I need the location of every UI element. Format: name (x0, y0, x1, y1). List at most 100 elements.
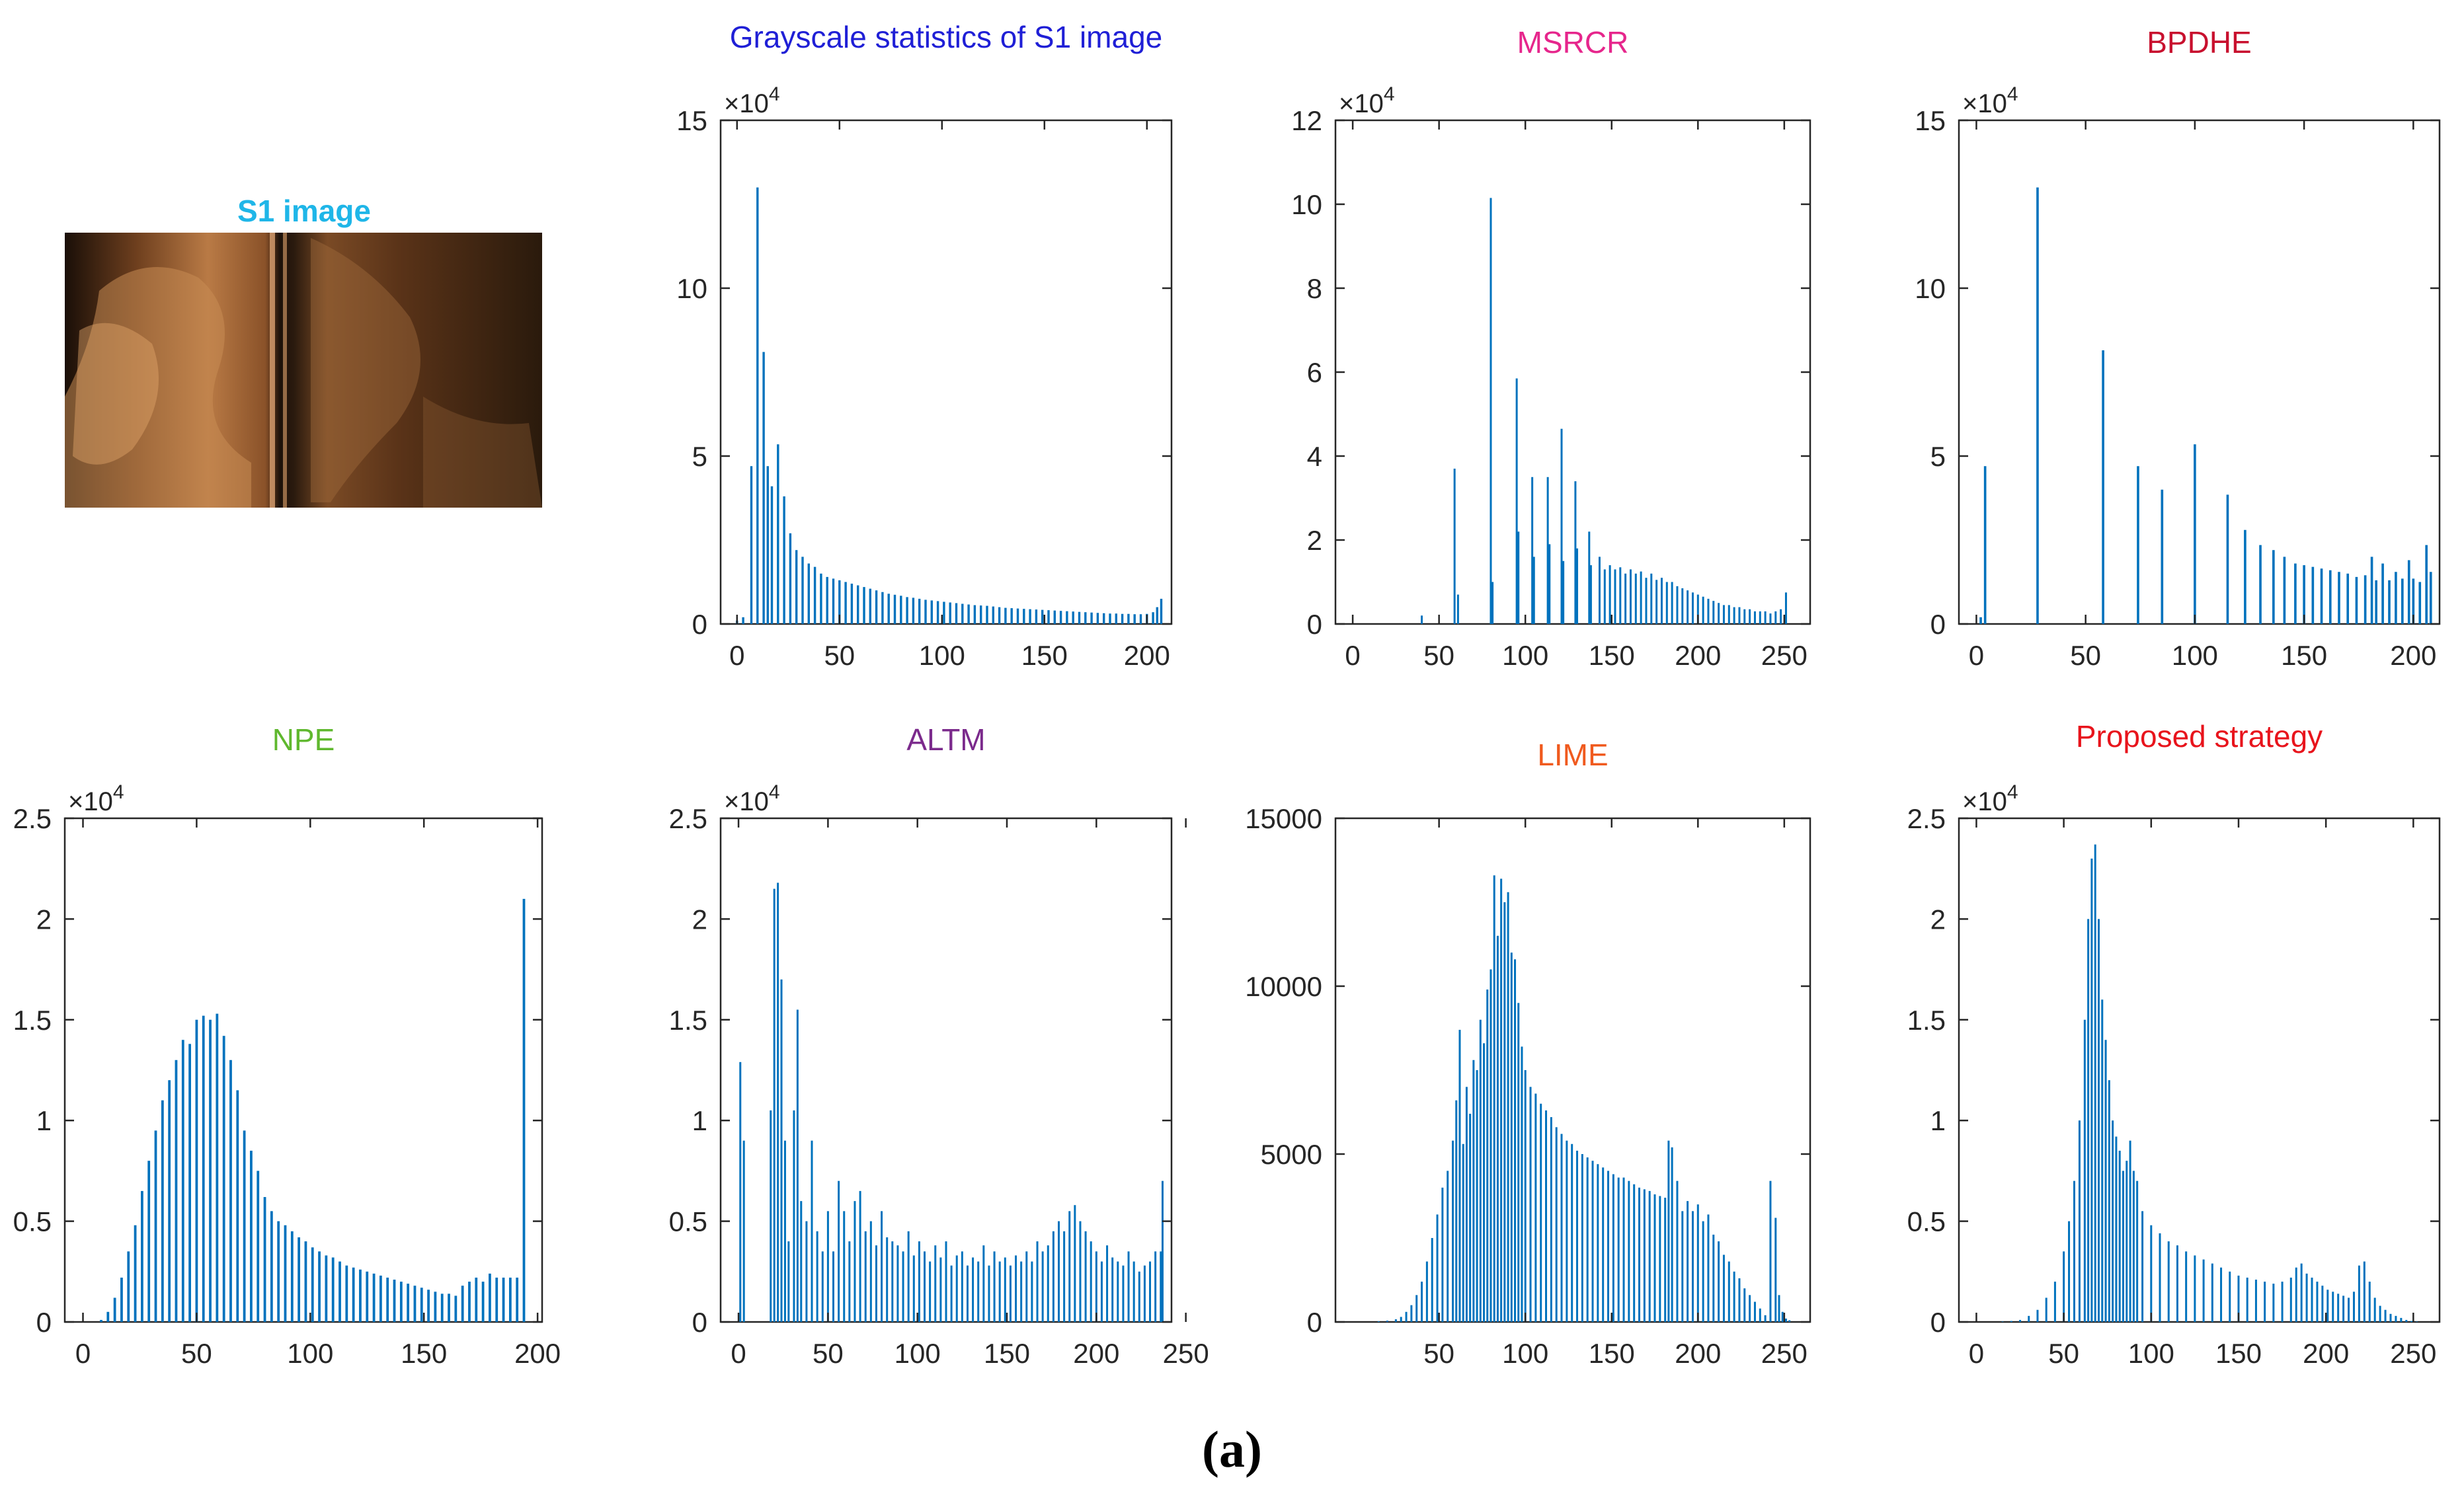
histogram-bar (277, 1221, 280, 1322)
histogram-bar (2272, 1284, 2275, 1322)
y-tick-label: 1 (36, 1105, 52, 1136)
histogram-bar (147, 1161, 151, 1322)
histogram-bar (1156, 607, 1159, 624)
histogram-bar (896, 1245, 899, 1322)
histogram-bar (844, 582, 847, 624)
histogram-bar (1483, 1043, 1486, 1322)
histogram-bar (1574, 481, 1577, 624)
histogram-bar (1149, 1261, 1152, 1322)
y-tick-label: 4 (1307, 441, 1322, 472)
histogram-bar (2185, 1251, 2188, 1322)
histogram-bar (881, 1211, 883, 1322)
histogram-bar (106, 1311, 110, 1322)
histogram-bar (998, 607, 1001, 624)
y-tick-label: 1.5 (13, 1005, 52, 1036)
histogram-bar (2326, 1290, 2329, 1322)
histogram-bar (2400, 1317, 2403, 1322)
histogram-bar (1090, 612, 1093, 624)
histogram-bar (881, 592, 884, 624)
histogram-bar (1415, 1295, 1418, 1322)
histogram-bar (489, 1273, 491, 1322)
histogram-bar (1462, 1143, 1464, 1322)
x-tick-label: 50 (813, 1338, 844, 1369)
histogram-bar (934, 1245, 937, 1322)
histogram-bar (864, 1231, 867, 1322)
histogram-bar (2416, 1321, 2418, 1322)
histogram-bar (1629, 569, 1632, 624)
histogram-bar (1394, 1319, 1397, 1322)
x-tick-label: 100 (2128, 1338, 2174, 1369)
histogram-bar (440, 1294, 444, 1322)
histogram-bar (1084, 612, 1087, 624)
histogram-bar (1127, 613, 1130, 624)
histogram-bar (1722, 605, 1725, 624)
y-exponent-label: ×104 (1339, 83, 1395, 118)
chart-lime: LIME 50 100 150 200 250 0 5000 10000 15000 (1245, 738, 1811, 1369)
histogram-bar (2401, 578, 2404, 624)
histogram-bar (2150, 1225, 2153, 1322)
histogram-bar (2395, 1315, 2397, 1322)
histogram-bar (434, 1292, 437, 1322)
histogram-bar (1738, 607, 1741, 624)
histogram-bar (188, 1044, 191, 1322)
histogram-bar (789, 533, 792, 624)
histogram-bar (807, 563, 811, 624)
histogram-bar (1712, 1234, 1715, 1322)
histogram-bar (2305, 1273, 2308, 1322)
histogram-bar (1764, 611, 1767, 624)
histogram-bar (2281, 1282, 2284, 1322)
y-tick-label: 2 (692, 904, 707, 935)
histogram-bar (811, 1140, 813, 1322)
histogram-bar (1521, 1046, 1523, 1322)
histogram-bar (1052, 1231, 1054, 1322)
s1-sonar-image (65, 233, 542, 508)
histogram-bar (998, 1261, 1001, 1322)
histogram-bar (1115, 613, 1118, 624)
histogram-bar (1066, 611, 1068, 624)
histogram-bar (863, 587, 865, 624)
figure-caption: (a) (1202, 1420, 1262, 1478)
histogram-bar (1491, 582, 1494, 624)
histogram-bar (1733, 607, 1735, 624)
y-exponent-label: ×104 (1962, 781, 2018, 816)
histogram-bar (2332, 1292, 2334, 1322)
histogram-bar (967, 604, 970, 624)
histogram-bar (1020, 1261, 1023, 1322)
histogram-bar (304, 1241, 307, 1322)
histogram-bar (1576, 548, 1579, 624)
y-tick-label: 2 (1307, 525, 1322, 556)
histogram-bar (2237, 1275, 2240, 1322)
histogram-bar (2405, 1319, 2408, 1322)
histogram-bar (1139, 614, 1142, 624)
x-tick-label: 150 (984, 1338, 1030, 1369)
chart-title: ALTM (906, 722, 985, 757)
histogram-bar (1133, 614, 1136, 624)
y-tick-label: 2 (36, 904, 52, 935)
histogram-bar (750, 466, 753, 624)
histogram-bar (1161, 1180, 1164, 1322)
histogram-bar (2300, 1263, 2303, 1322)
histogram-bar (1047, 1245, 1049, 1322)
histogram-bar (820, 573, 822, 624)
histogram-bar (243, 1130, 246, 1322)
histogram-bar (869, 588, 872, 624)
histogram-bar (1493, 875, 1495, 1322)
histogram-bar (1667, 1140, 1670, 1322)
histogram-bar (1788, 1320, 1791, 1322)
histogram-bar (2036, 1309, 2039, 1322)
histogram-bar (2159, 1233, 2161, 1322)
histogram-bar (1122, 1265, 1125, 1322)
histogram-bar (386, 1277, 389, 1322)
y-tick-label: 1 (692, 1105, 707, 1136)
x-tick-label: 100 (2172, 640, 2218, 671)
histogram-bar (1728, 1261, 1730, 1322)
histogram-bar (1106, 1245, 1109, 1322)
histogram-bar (257, 1171, 260, 1322)
y-tick-label: 0 (692, 609, 707, 640)
axes-box (63, 817, 543, 1323)
histogram-bar (1452, 1140, 1454, 1322)
histogram-bar (739, 1062, 742, 1322)
x-tick-label: 0 (731, 1338, 746, 1369)
histogram-bar (826, 576, 828, 624)
histogram-bar (1764, 1315, 1767, 1322)
